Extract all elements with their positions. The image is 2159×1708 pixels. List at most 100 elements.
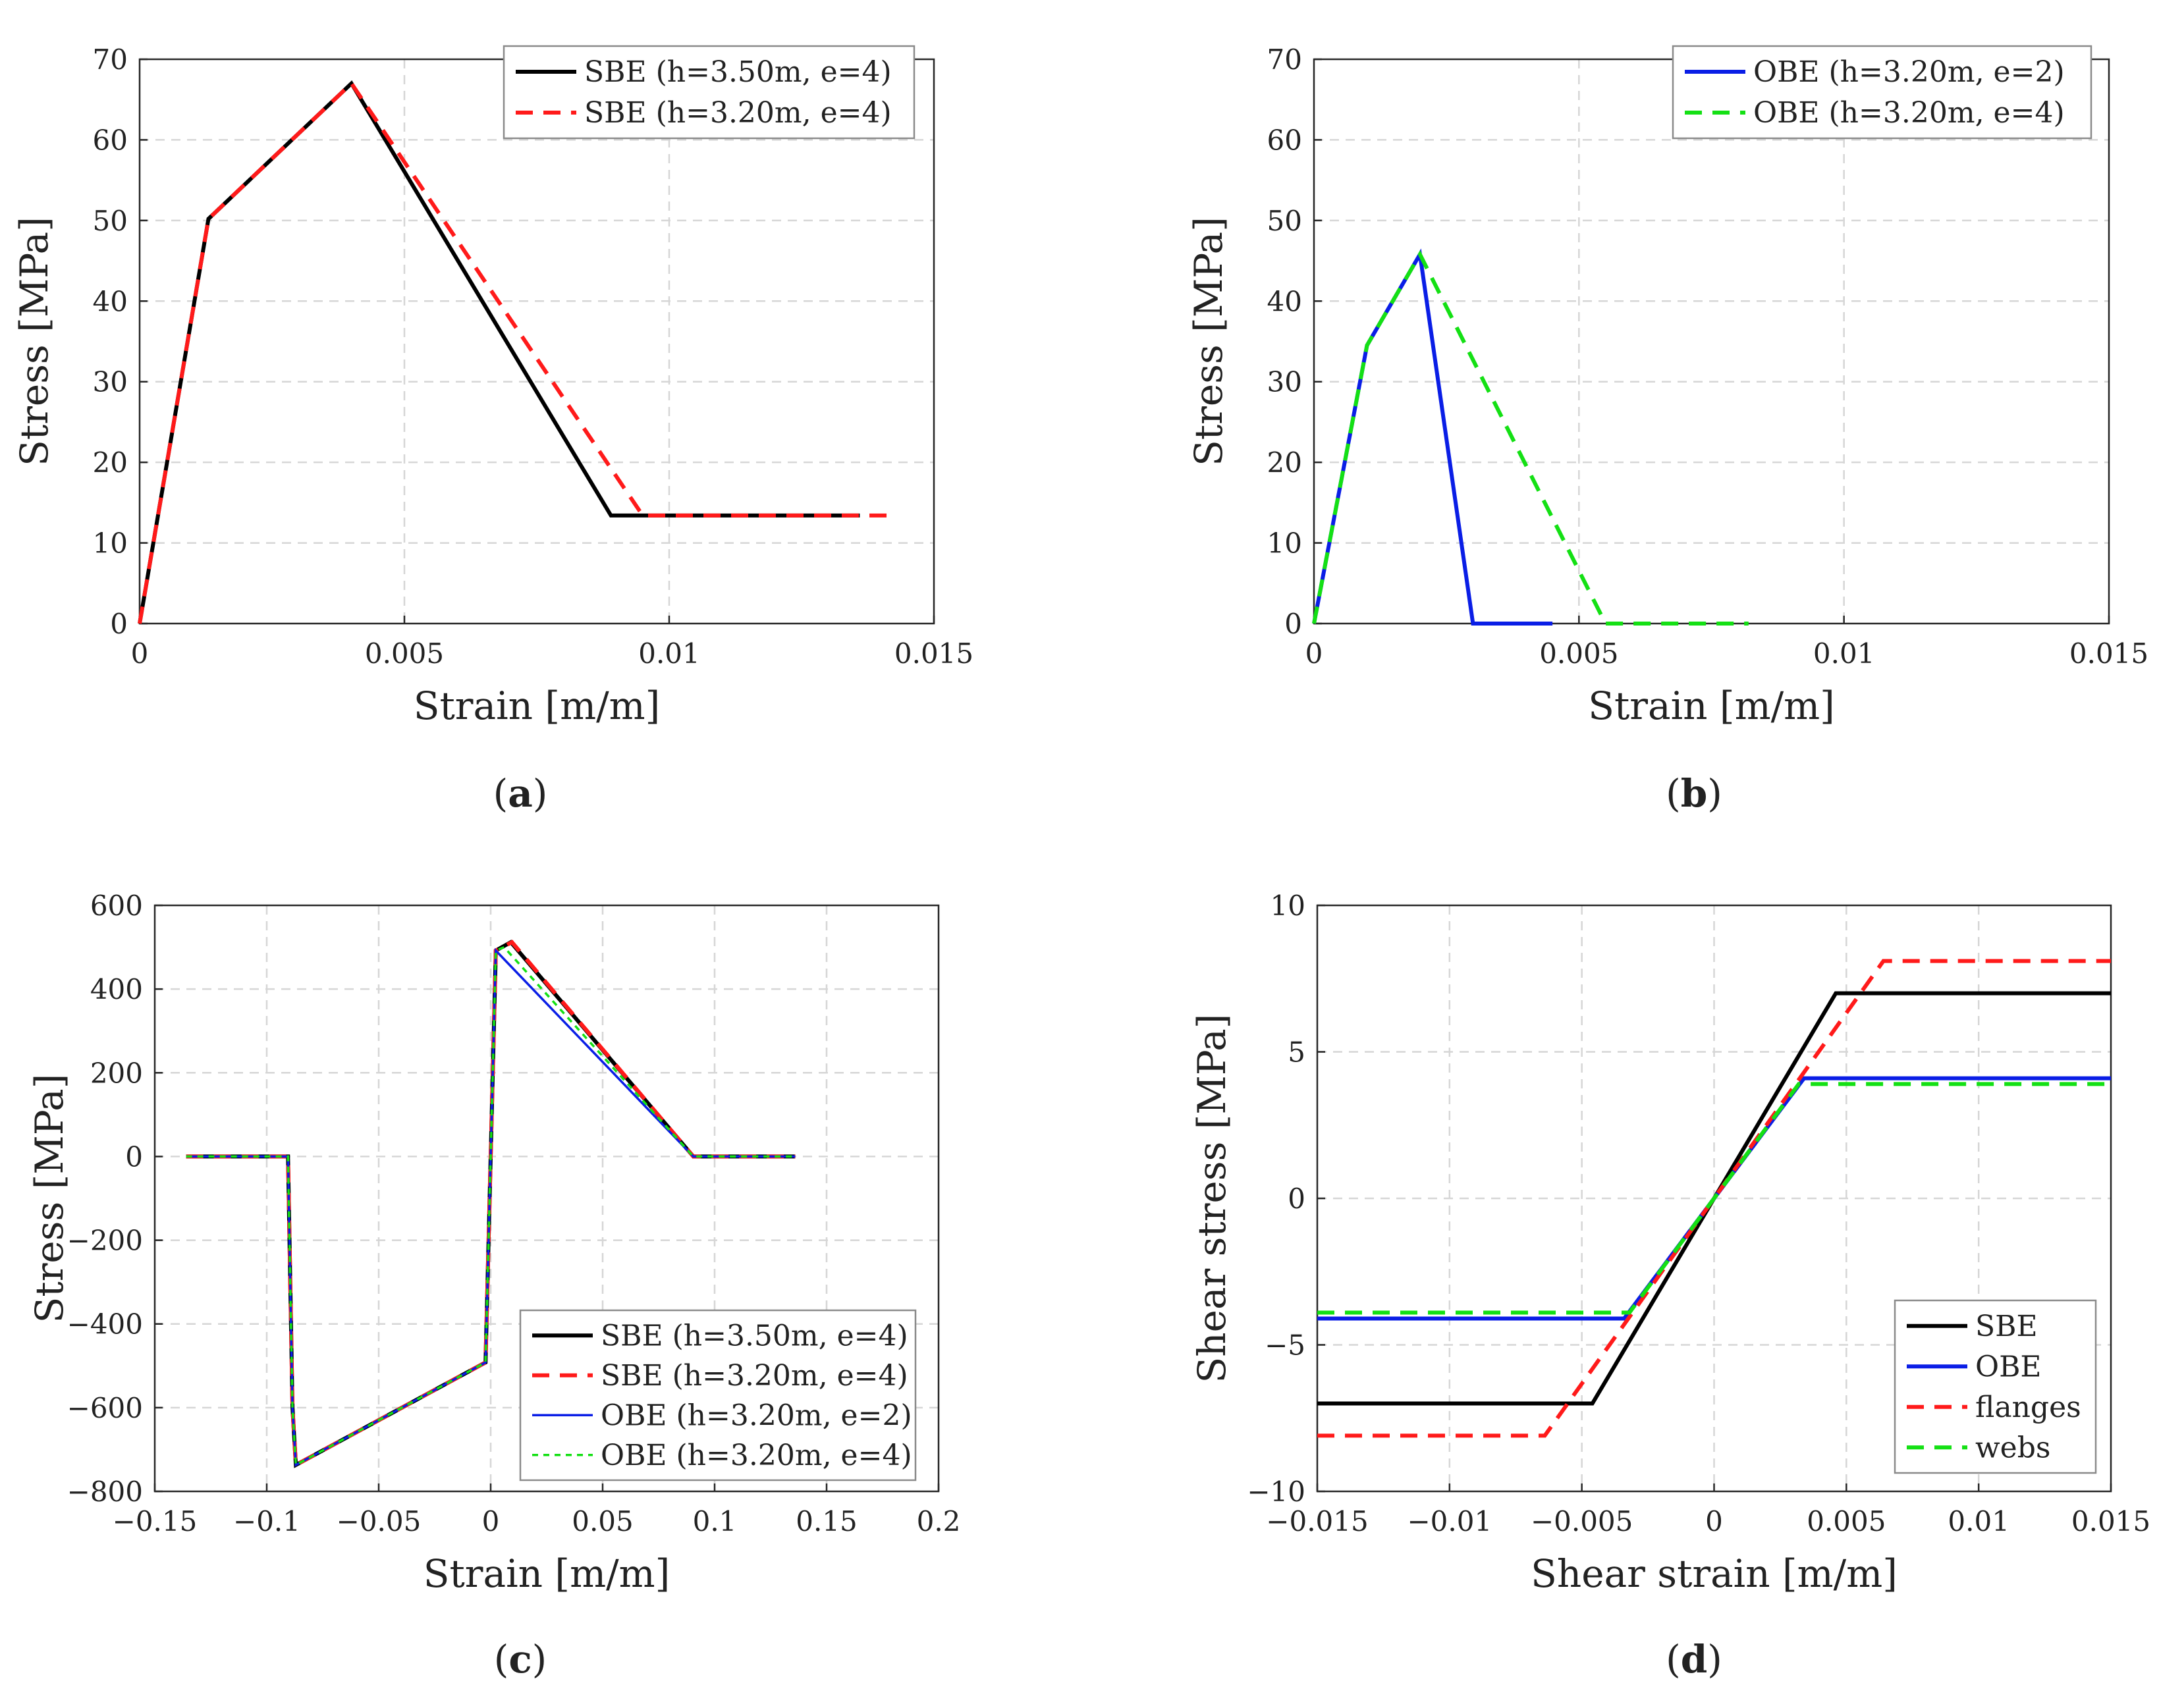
panel-caption: (b) [1666, 771, 1722, 816]
legend-label: SBE (h=3.50m, e=4) [601, 1319, 908, 1352]
legend: OBE (h=3.20m, e=2) OBE (h=3.20m, e=4) [1672, 45, 2092, 140]
y-tick-label: 50 [1267, 205, 1302, 237]
y-tick-label: 70 [93, 43, 128, 76]
y-tick-label: 40 [1267, 285, 1302, 317]
x-tick-label: −0.015 [1266, 1505, 1368, 1537]
x-tick-label: 0.005 [365, 637, 444, 670]
y-tick-label: 20 [93, 446, 128, 479]
y-tick-label: −400 [67, 1308, 143, 1341]
legend: SBE (h=3.50m, e=4) SBE (h=3.20m, e=4) OBE … [519, 1309, 917, 1481]
x-tick-label: 0.15 [796, 1505, 858, 1537]
legend-box [1672, 45, 2092, 140]
y-tick-label: 0 [1288, 1183, 1305, 1215]
y-tick-label: −5 [1265, 1329, 1305, 1362]
x-tick-label: 0.1 [693, 1505, 737, 1537]
x-tick-label: 0 [482, 1505, 500, 1537]
plot-area [138, 58, 935, 625]
x-tick-label: 0.01 [1948, 1505, 2009, 1537]
legend-label: OBE (h=3.20m, e=4) [1753, 96, 2065, 130]
x-tick-label: 0.015 [2071, 1505, 2150, 1537]
panel-caption-letter: b [1681, 771, 1708, 816]
y-tick-label: 30 [1267, 366, 1302, 398]
y-tick-label: 30 [93, 366, 128, 398]
panel-caption-letter: a [508, 771, 533, 816]
panel-caption-letter: c [508, 1637, 532, 1682]
series-line-flanges [1317, 959, 2111, 1438]
y-tick-label: 40 [93, 285, 128, 317]
y-tick-label: 0 [125, 1140, 143, 1173]
legend-label: OBE (h=3.20m, e=4) [601, 1439, 912, 1472]
x-tick-label: 0.015 [2069, 637, 2148, 670]
x-tick-label: 0.005 [1807, 1505, 1886, 1537]
x-tick-label: 0.01 [1813, 637, 1875, 670]
chart-b: 0 0.005 0.01 0.015 0 10 20 30 40 50 60 70 Strain [m/… [1186, 43, 2148, 816]
x-tick-label: −0.005 [1531, 1505, 1633, 1537]
x-tick-label: 0.01 [638, 637, 700, 670]
legend-label: SBE (h=3.50m, e=4) [584, 55, 892, 89]
legend: SBE (h=3.50m, e=4) SBE (h=3.20m, e=4) [503, 45, 916, 140]
y-axis-label: Stress [MPa] [12, 217, 57, 466]
x-tick-label: −0.1 [233, 1505, 300, 1537]
y-tick-label: 0 [1284, 608, 1302, 640]
y-tick-label: 200 [90, 1057, 143, 1089]
panel-caption: (d) [1666, 1637, 1722, 1682]
chart-a: 0 0.005 0.01 0.015 0 10 20 30 40 50 60 70 Strain [m/… [12, 43, 973, 816]
y-tick-label: 600 [90, 890, 143, 922]
y-tick-label: 10 [1267, 527, 1302, 560]
y-axis-label: Stress [MPa] [27, 1074, 72, 1323]
panel-caption: (c) [494, 1637, 547, 1682]
y-axis-label: Stress [MPa] [1186, 217, 1231, 466]
chart-d: −0.015 −0.01 −0.005 0 0.005 0.01 0.015 −10 −5 0 5 1… [1189, 890, 2150, 1682]
y-tick-label: −800 [67, 1476, 143, 1508]
y-tick-label: 60 [1267, 124, 1302, 156]
legend-box [1894, 1299, 2097, 1474]
panel-caption: (a) [493, 771, 548, 816]
chart-c: −0.15 −0.1 −0.05 0 0.05 0.1 0.15 0.2 −800 −600 −40… [27, 890, 960, 1682]
legend: SBE OBE flanges webs [1894, 1299, 2097, 1474]
plot-area [153, 904, 940, 1493]
x-tick-label: 0.015 [894, 637, 973, 670]
y-axis-label: Shear stress [MPa] [1189, 1014, 1234, 1383]
y-tick-label: 60 [93, 124, 128, 156]
x-axis-label: Strain [m/m] [1588, 683, 1834, 728]
legend-label: webs [1975, 1431, 2050, 1464]
legend-label: SBE (h=3.20m, e=4) [584, 96, 892, 130]
legend-label: SBE (h=3.20m, e=4) [601, 1359, 908, 1393]
x-tick-label: 0 [131, 637, 149, 670]
y-tick-label: 400 [90, 973, 143, 1005]
x-axis-label: Shear strain [m/m] [1531, 1551, 1898, 1596]
y-tick-label: 20 [1267, 446, 1302, 479]
series-line-sbe-h-3-50m-e-4- [138, 80, 860, 624]
legend-label: OBE [1975, 1350, 2042, 1383]
x-tick-label: −0.01 [1407, 1505, 1492, 1537]
legend-box [519, 1309, 917, 1481]
x-tick-label: 0.005 [1539, 637, 1618, 670]
legend-box [503, 45, 916, 140]
x-tick-label: 0 [1305, 637, 1323, 670]
y-tick-label: 10 [93, 527, 128, 560]
x-tick-label: −0.05 [337, 1505, 422, 1537]
y-tick-label: 50 [93, 205, 128, 237]
x-axis-label: Strain [m/m] [414, 683, 660, 728]
legend-label: OBE (h=3.20m, e=2) [601, 1399, 912, 1432]
y-tick-label: −200 [67, 1225, 143, 1257]
legend-label: OBE (h=3.20m, e=2) [1753, 55, 2065, 89]
y-tick-label: −10 [1247, 1476, 1305, 1508]
x-tick-label: 0 [1705, 1505, 1723, 1537]
y-tick-label: 0 [110, 608, 128, 640]
y-tick-label: 70 [1267, 43, 1302, 76]
panel-caption-letter: d [1681, 1637, 1708, 1682]
x-tick-label: 0.2 [917, 1505, 961, 1537]
x-tick-label: −0.15 [113, 1505, 198, 1537]
y-tick-label: 5 [1288, 1036, 1305, 1069]
series-line-obe-h-3-20m-e-4- [1312, 250, 1749, 626]
y-tick-label: −600 [67, 1392, 143, 1424]
x-tick-label: 0.05 [572, 1505, 634, 1537]
series-line-obe-h-3-20m-e-2- [1312, 248, 1553, 626]
legend-label: flanges [1975, 1391, 2081, 1424]
series-line-obe-h-3-20m-e-4- [186, 946, 796, 1467]
y-tick-label: 10 [1271, 890, 1305, 922]
series-line-webs [1317, 1082, 2111, 1315]
legend-label: SBE [1975, 1310, 2038, 1343]
